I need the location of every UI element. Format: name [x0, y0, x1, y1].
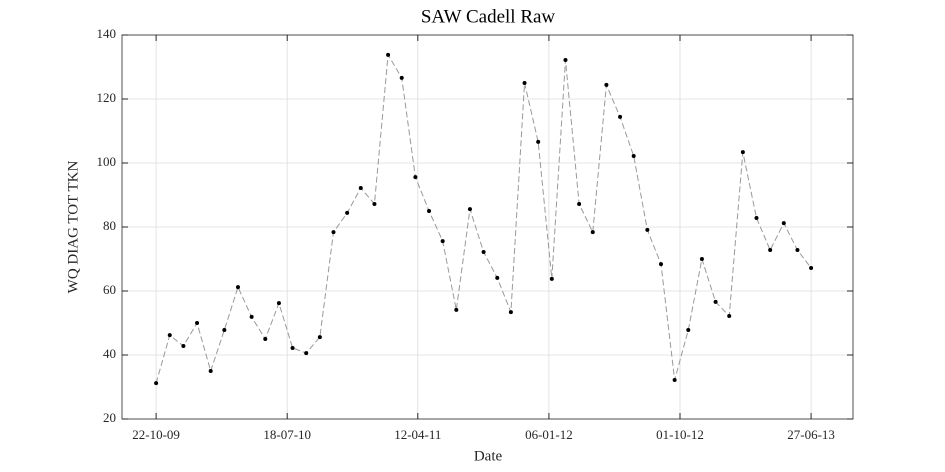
data-point	[645, 227, 650, 232]
data-point	[481, 249, 486, 254]
x-axis-label: Date	[474, 448, 503, 464]
data-point	[754, 216, 759, 221]
y-tick-label: 120	[97, 90, 117, 105]
data-point	[713, 299, 718, 304]
data-point	[167, 333, 172, 338]
y-tick-label: 100	[97, 154, 117, 169]
data-point	[495, 275, 500, 280]
data-point	[195, 321, 200, 325]
x-tick-label: 12-04-11	[394, 427, 441, 442]
data-point	[549, 276, 554, 281]
x-tick-label: 22-10-09	[132, 427, 180, 442]
data-point	[331, 230, 336, 235]
data-point	[577, 201, 582, 206]
data-point	[276, 301, 281, 306]
data-point	[235, 285, 240, 290]
data-point	[208, 369, 213, 373]
data-point	[181, 344, 186, 349]
data-line	[155, 53, 812, 384]
data-point	[317, 335, 322, 340]
data-point	[358, 185, 363, 190]
y-tick-label: 140	[97, 26, 117, 41]
data-point	[522, 81, 527, 85]
data-point	[249, 314, 254, 319]
grid	[122, 34, 853, 420]
data-point	[618, 114, 623, 119]
data-point	[304, 351, 309, 356]
y-axis-label: WQ DIAG TOT TKN	[65, 161, 81, 294]
data-point	[686, 328, 691, 333]
x-tick-label: 27-06-13	[787, 427, 835, 442]
data-point	[631, 153, 636, 158]
data-point	[454, 307, 459, 312]
data-point	[508, 310, 513, 315]
data-point	[658, 262, 663, 267]
data-point	[727, 313, 732, 318]
x-tick-label: 06-01-12	[525, 427, 573, 442]
x-tick-label: 01-10-12	[656, 427, 704, 442]
data-point	[413, 175, 418, 180]
data-point	[290, 345, 295, 350]
data-point	[536, 139, 541, 144]
y-tick-label: 40	[103, 346, 116, 361]
x-tick-label: 18-07-10	[263, 427, 311, 442]
data-point	[795, 248, 800, 253]
data-point	[427, 209, 432, 213]
data-point	[768, 248, 773, 253]
data-point	[345, 210, 350, 215]
data-point	[699, 257, 704, 261]
data-point	[563, 57, 568, 62]
data-point	[809, 265, 814, 270]
y-tick-label: 20	[103, 410, 116, 425]
data-point	[386, 52, 391, 57]
data-point	[740, 150, 745, 155]
data-point	[604, 82, 609, 87]
data-point	[781, 221, 786, 226]
data-point	[590, 230, 595, 235]
data-point	[263, 337, 268, 341]
data-point	[467, 207, 472, 212]
y-tick-label: 80	[103, 218, 116, 233]
data-point	[154, 381, 159, 386]
y-tick-label: 60	[103, 282, 116, 297]
chart-title: SAW Cadell Raw	[421, 6, 556, 27]
data-point	[372, 201, 377, 206]
data-point	[672, 377, 677, 382]
data-point	[440, 239, 445, 244]
data-point	[222, 328, 227, 333]
data-point	[399, 75, 404, 80]
